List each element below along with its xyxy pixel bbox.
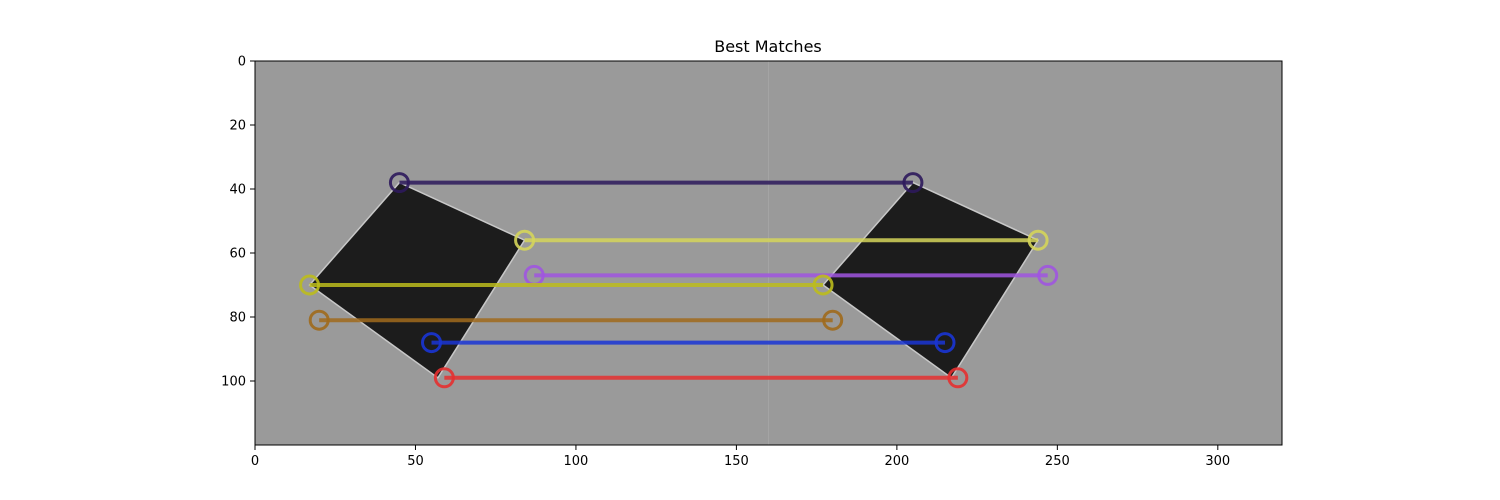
x-tick-label: 200: [884, 454, 909, 469]
x-tick-label: 100: [564, 454, 589, 469]
match-point-right: [902, 172, 924, 194]
y-tick-label: 80: [229, 311, 246, 326]
match-4: [299, 274, 834, 296]
plot-area: [254, 60, 1283, 446]
y-tick-label: 20: [229, 119, 246, 134]
y-tick-label: 0: [238, 55, 246, 70]
match-point-right: [947, 367, 969, 389]
match-point-right: [822, 309, 844, 331]
match-point-left: [421, 332, 443, 354]
match-2: [514, 229, 1049, 251]
match-6: [421, 332, 956, 354]
x-axis: 0 50 100 150 200 250 300: [251, 445, 1230, 469]
matches-layer: [299, 172, 1059, 389]
match-point-right: [1037, 264, 1059, 286]
x-tick-label: 150: [724, 454, 749, 469]
y-tick-label: 100: [221, 375, 246, 390]
match-point-right: [1027, 229, 1049, 251]
match-point-right: [812, 274, 834, 296]
match-point-left: [388, 172, 410, 194]
match-1: [388, 172, 924, 194]
y-tick-label: 60: [229, 247, 246, 262]
x-tick-label: 50: [407, 454, 424, 469]
x-tick-label: 0: [251, 454, 259, 469]
match-5: [308, 309, 844, 331]
y-axis: 0 20 40 60 80 100: [221, 55, 255, 390]
squares-layer: [308, 181, 1040, 379]
x-tick-label: 300: [1205, 454, 1230, 469]
match-7: [433, 367, 969, 389]
match-point-left: [308, 309, 330, 331]
x-tick-label: 250: [1045, 454, 1070, 469]
match-point-right: [934, 332, 956, 354]
chart-title: Best Matches: [714, 37, 822, 56]
match-point-left: [299, 274, 321, 296]
match-point-left: [433, 367, 455, 389]
match-point-left: [514, 229, 536, 251]
y-tick-label: 40: [229, 183, 246, 198]
square-1: [308, 181, 526, 379]
